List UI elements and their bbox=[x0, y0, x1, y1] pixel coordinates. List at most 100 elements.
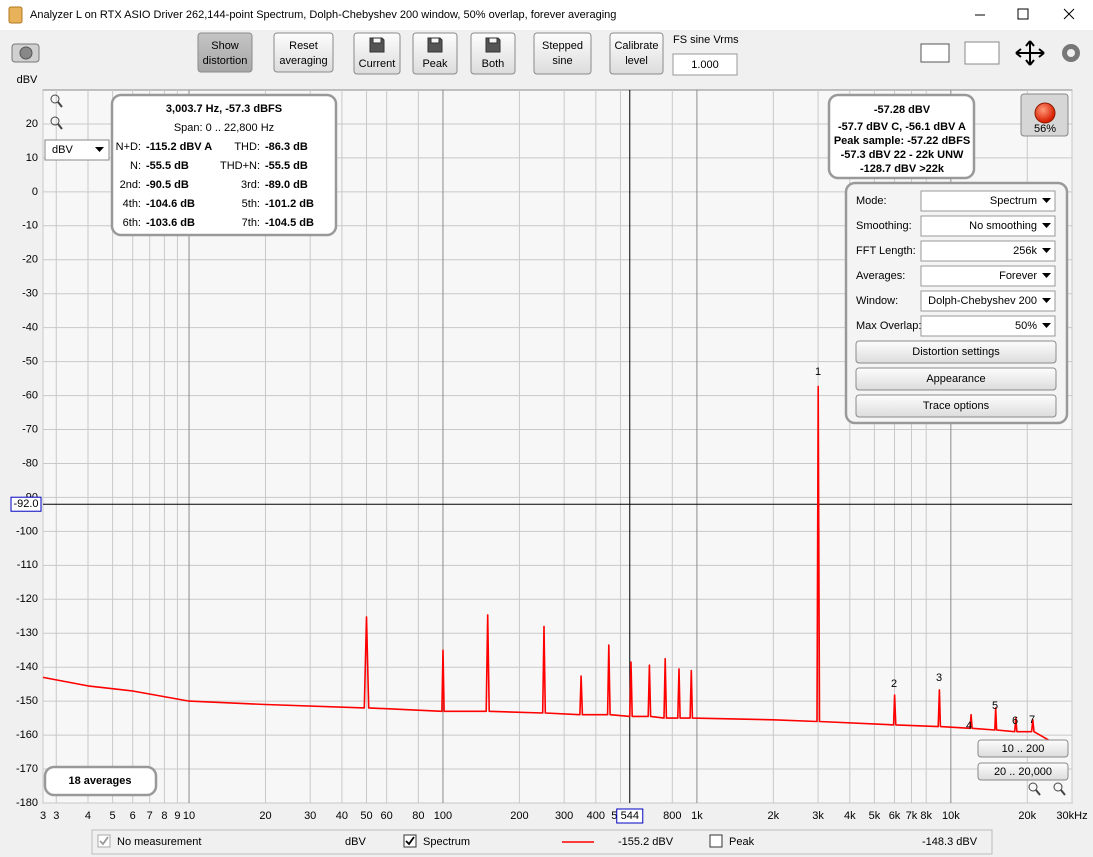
y-tick-label: -130 bbox=[16, 627, 38, 639]
x-tick-label: 50 bbox=[360, 810, 372, 822]
info-value: -104.5 dB bbox=[265, 217, 314, 229]
close-button[interactable] bbox=[1063, 8, 1075, 20]
setting-label: Mode: bbox=[856, 195, 887, 207]
info-value: -89.0 dB bbox=[265, 179, 308, 191]
harmonic-marker: 6 bbox=[1012, 715, 1018, 727]
x-tick-label: 4 bbox=[85, 810, 91, 822]
toolbar-button[interactable] bbox=[470, 32, 516, 75]
dropdown-arrow bbox=[1042, 273, 1051, 278]
x-tick-label: 100 bbox=[434, 810, 452, 822]
toolbar-button[interactable] bbox=[197, 32, 253, 73]
zoom-icon-handle bbox=[1060, 789, 1066, 796]
x-tick-label: 1k bbox=[691, 810, 703, 822]
info-value: -55.5 dB bbox=[265, 160, 308, 172]
maximize-button[interactable] bbox=[1017, 8, 1029, 20]
readout-box bbox=[827, 93, 976, 180]
setting-dropdown[interactable] bbox=[920, 290, 1056, 312]
button-label: Peak bbox=[422, 58, 448, 70]
y-tick-label: -170 bbox=[16, 763, 38, 775]
fs-input[interactable] bbox=[672, 53, 738, 76]
y-tick-label: -30 bbox=[22, 288, 38, 300]
setting-value: No smoothing bbox=[969, 220, 1037, 232]
range-button[interactable] bbox=[977, 762, 1069, 781]
save-icon bbox=[427, 37, 443, 53]
y-tick-label: -160 bbox=[16, 729, 38, 741]
info-value: -115.2 dBV A bbox=[146, 141, 212, 153]
zoom-icon[interactable] bbox=[1053, 782, 1063, 792]
range-button-label: 10 .. 200 bbox=[1002, 743, 1045, 755]
setting-dropdown[interactable] bbox=[920, 240, 1056, 262]
checkbox[interactable] bbox=[403, 834, 417, 848]
clip-led bbox=[1034, 102, 1056, 124]
button-label: sine bbox=[552, 55, 572, 67]
settings-button[interactable] bbox=[855, 394, 1057, 418]
setting-dropdown[interactable] bbox=[920, 215, 1056, 237]
toolbar-button[interactable] bbox=[412, 32, 458, 75]
info-label: 2nd: bbox=[120, 179, 141, 191]
x-tick-label: 2k bbox=[768, 810, 780, 822]
setting-label: Smoothing: bbox=[856, 220, 912, 232]
legend-label: Peak bbox=[729, 836, 755, 848]
y-axis-label: dBV bbox=[17, 74, 38, 86]
y-tick-label: -140 bbox=[16, 661, 38, 673]
unit-dropdown[interactable] bbox=[44, 139, 110, 161]
x-tick-label: 20k bbox=[1018, 810, 1036, 822]
setting-value: Spectrum bbox=[990, 195, 1037, 207]
harmonic-marker: 1 bbox=[815, 366, 821, 378]
y-tick-label: -50 bbox=[22, 356, 38, 368]
title-bar bbox=[0, 0, 1093, 30]
y-tick-label: -20 bbox=[22, 254, 38, 266]
harmonic-marker: 3 bbox=[936, 672, 942, 684]
toolbar-button[interactable] bbox=[533, 32, 592, 75]
window-title: Analyzer L on RTX ASIO Driver 262,144-po… bbox=[30, 9, 616, 21]
setting-dropdown[interactable] bbox=[920, 265, 1056, 287]
settings-button[interactable] bbox=[855, 340, 1057, 364]
view-icons[interactable] bbox=[920, 40, 1080, 66]
setting-dropdown[interactable] bbox=[920, 315, 1056, 337]
toolbar-button[interactable] bbox=[273, 32, 334, 73]
range-button[interactable] bbox=[977, 739, 1069, 758]
setting-label: FFT Length: bbox=[856, 245, 916, 257]
harmonic-marker: 7 bbox=[1029, 714, 1035, 726]
dropdown-arrow bbox=[1042, 198, 1051, 203]
legend-value: -155.2 dBV bbox=[618, 836, 674, 848]
toolbar-button[interactable] bbox=[353, 32, 401, 75]
readout-line: -57.3 dBV 22 - 22k UNW bbox=[841, 149, 964, 161]
setting-dropdown[interactable] bbox=[920, 190, 1056, 212]
settings-button[interactable] bbox=[855, 367, 1057, 391]
y-tick-label: -40 bbox=[22, 322, 38, 334]
x-tick-label: 800 bbox=[663, 810, 681, 822]
toolbar-button[interactable] bbox=[609, 32, 664, 75]
setting-label: Averages: bbox=[856, 270, 905, 282]
x-tick-label: 4k bbox=[844, 810, 856, 822]
x-tick-label: 80 bbox=[412, 810, 424, 822]
info-label: 5th: bbox=[242, 198, 260, 210]
button-label: Show bbox=[211, 40, 239, 52]
info-label: 7th: bbox=[242, 217, 260, 229]
x-tick-label: 7k bbox=[906, 810, 918, 822]
zoom-icon[interactable] bbox=[50, 116, 60, 126]
x-tick-label: 6k bbox=[889, 810, 901, 822]
y-tick-label: -80 bbox=[22, 457, 38, 469]
setting-value: 50% bbox=[1015, 320, 1037, 332]
x-tick-label: 200 bbox=[510, 810, 528, 822]
checkbox[interactable] bbox=[709, 834, 723, 848]
x-tick-label: 5k bbox=[869, 810, 881, 822]
harmonic-marker: 5 bbox=[992, 700, 998, 712]
zoom-icon[interactable] bbox=[1028, 782, 1038, 792]
cursor-x-label: 544 bbox=[621, 810, 639, 822]
button-label: averaging bbox=[279, 55, 327, 67]
legend-label: Spectrum bbox=[423, 836, 470, 848]
camera-icon[interactable] bbox=[11, 43, 40, 63]
readout-main: -57.28 dBV bbox=[874, 104, 931, 116]
checkbox[interactable] bbox=[97, 834, 111, 848]
dropdown-arrow bbox=[1042, 223, 1051, 228]
info-label: 4th: bbox=[123, 198, 141, 210]
cursor-label-box bbox=[10, 496, 42, 512]
x-tick-label: 30 bbox=[304, 810, 316, 822]
info-header: 3,003.7 Hz, -57.3 dBFS bbox=[166, 103, 282, 115]
x-tick-label: 5 bbox=[110, 810, 116, 822]
x-tick-label: 7 bbox=[147, 810, 153, 822]
zoom-icon[interactable] bbox=[50, 94, 60, 104]
